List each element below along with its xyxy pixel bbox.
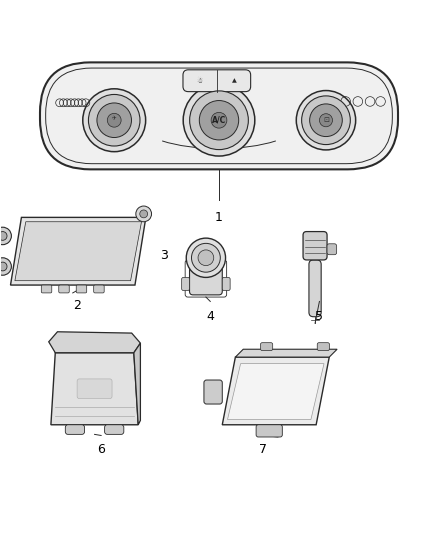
Circle shape <box>0 262 7 271</box>
Circle shape <box>88 94 140 146</box>
Text: ☃: ☃ <box>196 77 202 84</box>
FancyBboxPatch shape <box>59 285 69 293</box>
Polygon shape <box>235 349 337 357</box>
Circle shape <box>211 112 227 128</box>
Circle shape <box>0 258 11 275</box>
Circle shape <box>198 250 214 265</box>
Polygon shape <box>227 364 324 419</box>
Circle shape <box>107 114 121 127</box>
FancyBboxPatch shape <box>41 285 52 293</box>
Text: 2: 2 <box>73 299 81 312</box>
Circle shape <box>136 206 152 222</box>
FancyBboxPatch shape <box>309 260 321 317</box>
FancyBboxPatch shape <box>40 62 398 169</box>
Polygon shape <box>134 343 141 425</box>
Circle shape <box>199 101 239 140</box>
FancyBboxPatch shape <box>77 379 112 399</box>
Circle shape <box>0 231 7 240</box>
Text: ▲: ▲ <box>232 78 237 83</box>
Circle shape <box>296 91 356 150</box>
Circle shape <box>0 227 11 245</box>
FancyBboxPatch shape <box>65 425 85 434</box>
Polygon shape <box>222 357 329 425</box>
Circle shape <box>186 238 226 277</box>
Circle shape <box>319 114 332 127</box>
FancyBboxPatch shape <box>182 277 190 290</box>
Text: 4: 4 <box>206 310 214 323</box>
Circle shape <box>83 89 146 152</box>
Circle shape <box>191 244 220 272</box>
Text: 7: 7 <box>259 443 267 456</box>
FancyBboxPatch shape <box>183 70 251 92</box>
Circle shape <box>190 91 248 150</box>
FancyBboxPatch shape <box>204 380 222 404</box>
Circle shape <box>183 84 255 156</box>
Text: ✈: ✈ <box>112 116 117 120</box>
FancyBboxPatch shape <box>94 285 104 293</box>
FancyBboxPatch shape <box>303 231 327 260</box>
Text: 3: 3 <box>160 249 168 262</box>
Circle shape <box>140 210 148 218</box>
FancyBboxPatch shape <box>256 425 283 437</box>
Text: 6: 6 <box>97 443 105 456</box>
FancyBboxPatch shape <box>190 260 222 295</box>
FancyBboxPatch shape <box>76 285 87 293</box>
Circle shape <box>302 96 350 144</box>
Text: 5: 5 <box>315 310 323 323</box>
Text: ⊡: ⊡ <box>323 117 329 123</box>
Text: 1: 1 <box>215 211 223 224</box>
FancyBboxPatch shape <box>222 277 230 290</box>
FancyBboxPatch shape <box>327 244 337 255</box>
Polygon shape <box>11 217 146 285</box>
Polygon shape <box>49 332 141 353</box>
Circle shape <box>310 104 343 136</box>
FancyBboxPatch shape <box>317 343 329 351</box>
Polygon shape <box>51 353 138 425</box>
FancyBboxPatch shape <box>261 343 273 351</box>
Polygon shape <box>15 222 141 281</box>
Text: A/C: A/C <box>212 116 226 125</box>
Circle shape <box>97 103 131 138</box>
FancyBboxPatch shape <box>105 425 124 434</box>
